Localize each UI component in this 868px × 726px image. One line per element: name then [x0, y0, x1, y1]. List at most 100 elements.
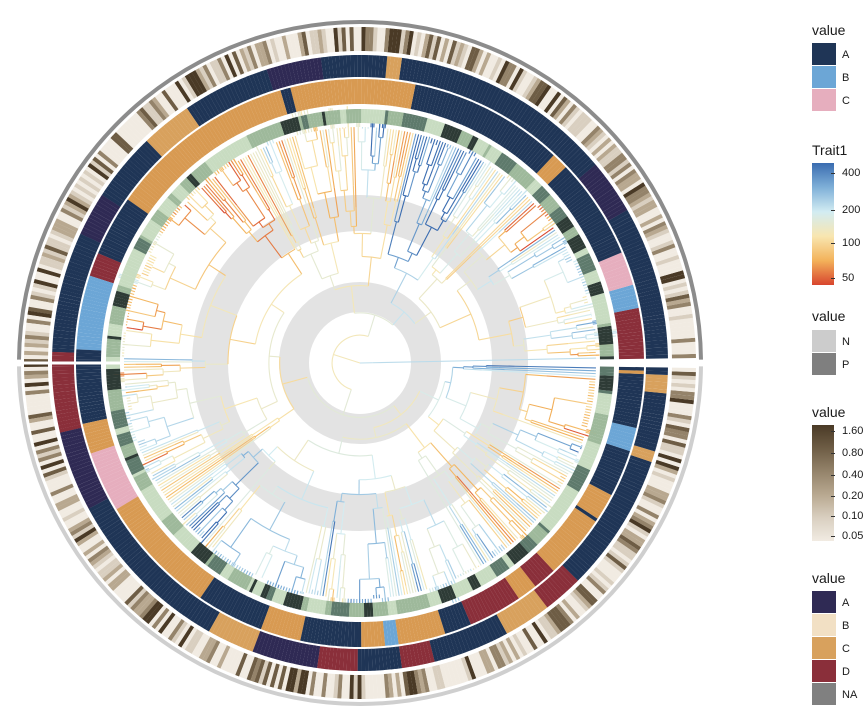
ring-cell: [76, 381, 102, 387]
ring-cell: [310, 82, 318, 109]
tree-branch: [408, 575, 414, 594]
tree-branch: [442, 146, 455, 172]
tree-branch: [137, 439, 146, 443]
ring-cell: [164, 616, 182, 639]
tree-branch: [297, 241, 302, 250]
tree-branch: [316, 590, 319, 596]
tree-branch: [463, 255, 483, 273]
tree-branch: [536, 246, 554, 258]
tree-branch: [263, 199, 271, 210]
ring-cell: [499, 610, 514, 632]
tree-branch: [192, 190, 196, 195]
ring-cell: [446, 40, 458, 65]
ring-cell: [632, 199, 656, 215]
ring-cell: [637, 288, 660, 298]
ring-cell: [277, 665, 288, 690]
ring-cell: [231, 651, 245, 676]
tree-branch: [283, 139, 316, 229]
tree-branch: [237, 566, 242, 571]
ring-cell: [541, 545, 562, 567]
ring-cell: [160, 158, 181, 179]
ring-cell: [474, 623, 488, 646]
ring-cell: [320, 646, 328, 669]
ring-cell: [293, 86, 303, 112]
ring-cell: [123, 506, 147, 524]
tree-arc: [196, 429, 199, 433]
tree-branch: [417, 451, 423, 459]
ring-cell: [501, 555, 513, 569]
ring-cell: [181, 140, 200, 162]
ring-cell: [245, 101, 259, 127]
ring-cell: [291, 594, 299, 609]
tree-branch: [445, 257, 467, 279]
ring-cell: [464, 655, 477, 680]
ring-cell: [186, 599, 203, 620]
ring-cell: [175, 186, 188, 199]
ring-cell: [514, 103, 530, 125]
ring-cell: [551, 534, 573, 554]
tree-arc: [432, 571, 445, 577]
ring-cell: [175, 144, 195, 166]
ring-cell: [645, 367, 668, 372]
ring-cell: [605, 271, 630, 283]
tree-branch: [126, 384, 150, 388]
ring-cell: [554, 501, 568, 513]
ring-cell: [320, 57, 327, 80]
ring-cell: [579, 497, 604, 513]
ring-cell: [99, 465, 124, 480]
ring-cell: [212, 91, 226, 113]
ring-cell: [548, 508, 562, 520]
tree-branch: [426, 528, 435, 548]
ring-cell: [573, 507, 596, 525]
ring-cell: [330, 620, 337, 646]
ring-cell: [179, 181, 192, 194]
ring-cell: [595, 316, 611, 323]
ring-cell: [157, 128, 175, 148]
ring-cell: [353, 27, 358, 52]
ring-cell: [566, 234, 581, 244]
ring-cell: [663, 430, 688, 441]
tree-branch: [452, 477, 477, 506]
legend-label: C: [842, 95, 850, 107]
ring-cell: [445, 634, 457, 657]
tree-branch: [301, 579, 306, 594]
ring-cell: [238, 104, 253, 129]
ring-cell: [243, 576, 253, 591]
ring-cell: [232, 141, 243, 156]
tree-arc: [530, 457, 534, 463]
ring-cell: [302, 59, 310, 83]
ring-cell: [305, 670, 313, 696]
ring-cell: [146, 534, 168, 554]
ring-cell: [589, 289, 605, 297]
tree-arc: [204, 222, 217, 235]
tree-branch: [333, 500, 338, 522]
tree-branch: [371, 455, 376, 479]
ring-cell: [567, 593, 587, 615]
background-ring: [279, 282, 441, 444]
ring-cell: [598, 386, 613, 392]
ring-cell: [195, 68, 211, 92]
tree-branch: [269, 156, 274, 163]
ring-cell: [167, 195, 180, 207]
ring-cell: [145, 491, 159, 502]
tree-branch: [146, 374, 164, 377]
ring-cell: [178, 562, 198, 584]
tree-arc: [247, 451, 259, 464]
ring-cell: [598, 383, 614, 389]
tree-branch: [308, 558, 318, 593]
tree-branch: [304, 188, 315, 219]
tree-branch: [389, 130, 395, 155]
tree-branch: [328, 521, 336, 557]
ring-cell: [223, 590, 239, 614]
ring-cell: [395, 672, 402, 697]
ring-cell: [138, 146, 158, 165]
ring-cell: [518, 629, 535, 653]
tree-branch: [468, 499, 490, 526]
tree-arc: [459, 392, 471, 419]
ring-cell: [475, 593, 490, 618]
ring-cell: [189, 569, 207, 593]
ring-cell: [429, 64, 439, 87]
tree-arc: [493, 220, 497, 225]
tree-branch: [163, 370, 181, 373]
ring-cell: [76, 378, 102, 384]
